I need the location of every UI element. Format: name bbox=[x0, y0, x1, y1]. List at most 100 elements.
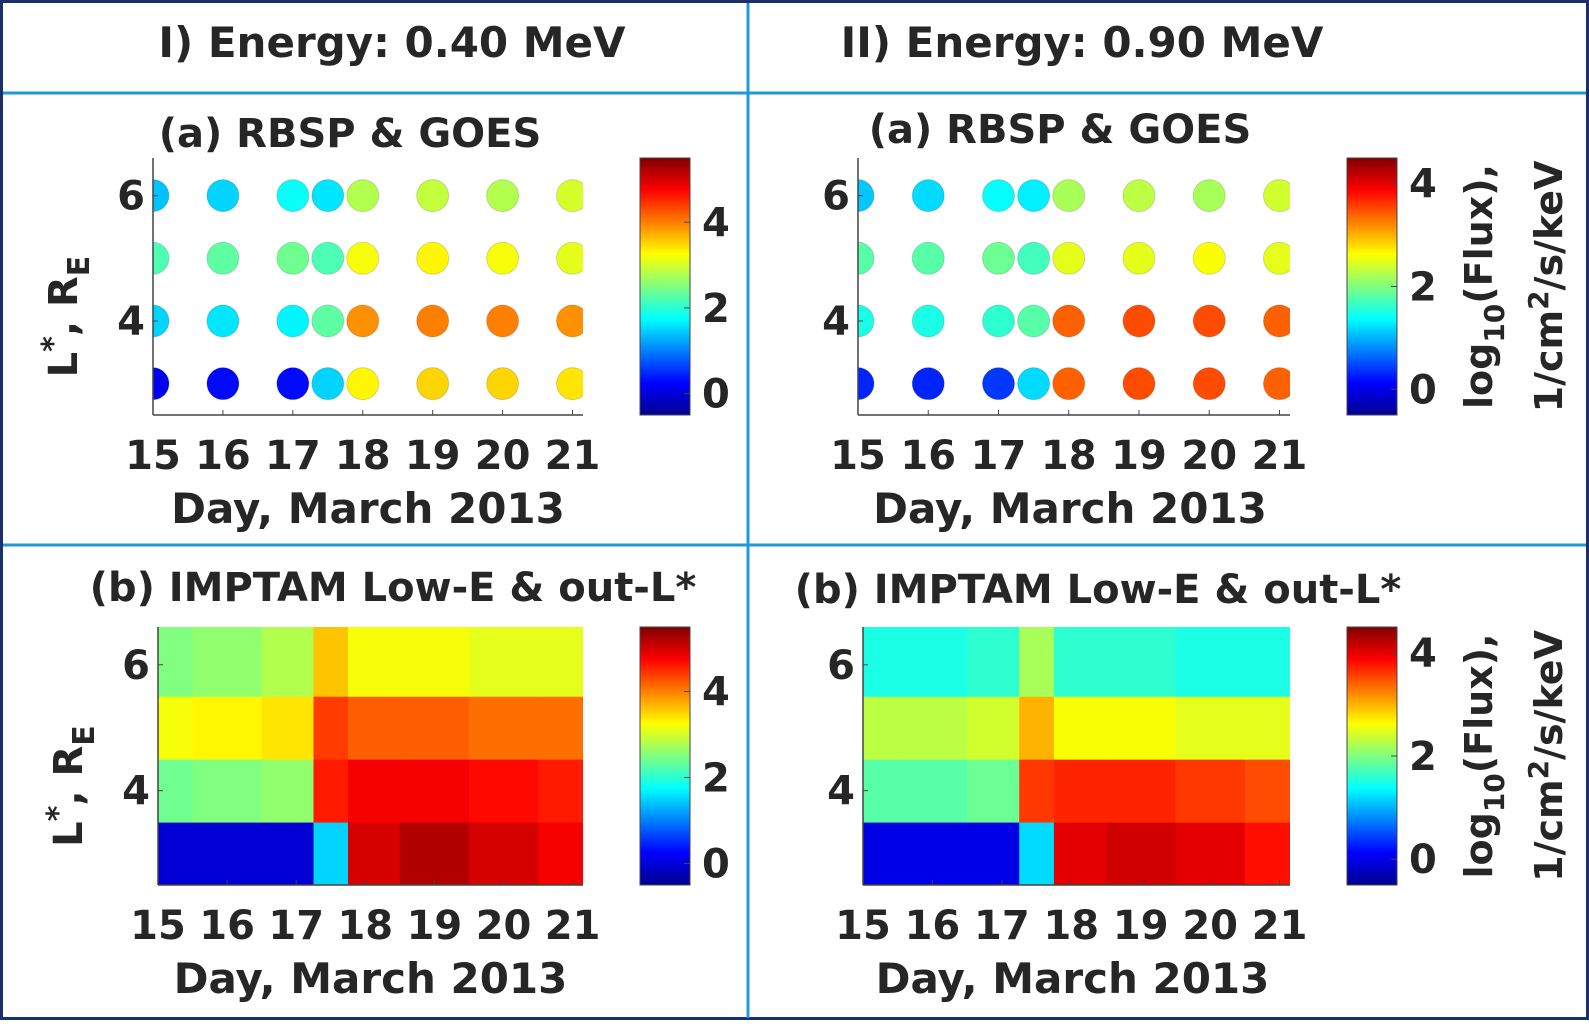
colorbar-label-part: 1/cm bbox=[1527, 310, 1571, 412]
data-point bbox=[556, 179, 583, 213]
data-point bbox=[346, 367, 380, 401]
data-point bbox=[1122, 241, 1156, 275]
x-tick-label: 18 bbox=[337, 903, 393, 949]
heat-cell bbox=[261, 822, 314, 885]
heat-cell bbox=[158, 759, 194, 823]
x-tick-label: 18 bbox=[1043, 903, 1099, 949]
data-point bbox=[276, 304, 310, 338]
data-point bbox=[1052, 241, 1086, 275]
data-point bbox=[1122, 367, 1156, 401]
x-tick-label: 21 bbox=[545, 903, 601, 949]
heat-cell bbox=[967, 627, 1020, 697]
panel-title: (b) IMPTAM Low-E & out-L* bbox=[795, 567, 1402, 613]
heat-cell bbox=[399, 822, 470, 885]
plot-area bbox=[863, 627, 1290, 885]
heat-cell bbox=[1244, 696, 1290, 760]
heat-cell bbox=[967, 759, 1020, 823]
x-tick-label: 19 bbox=[405, 433, 461, 479]
data-point bbox=[556, 367, 583, 401]
heat-cell bbox=[399, 627, 470, 697]
data-point bbox=[1017, 367, 1051, 401]
colorbar bbox=[1346, 157, 1398, 416]
colorbar-label-part: /s/keV bbox=[1527, 160, 1571, 290]
data-point bbox=[206, 179, 240, 213]
heat-cell bbox=[538, 627, 583, 697]
data-point bbox=[1262, 304, 1290, 338]
data-point bbox=[1122, 304, 1156, 338]
y-tick-label: 4 bbox=[822, 299, 850, 345]
x-tick-label: 15 bbox=[830, 433, 886, 479]
data-point bbox=[911, 179, 945, 213]
colorbar-label-part: 2 bbox=[1522, 290, 1555, 309]
data-point bbox=[858, 304, 875, 338]
x-tick-label: 15 bbox=[125, 433, 181, 479]
colorbar-tick-label: 2 bbox=[1409, 734, 1437, 780]
data-point bbox=[346, 179, 380, 213]
colorbar-label-part: /s/keV bbox=[1527, 630, 1571, 760]
colorbar-tick-label: 4 bbox=[1409, 162, 1437, 208]
x-tick-label: 16 bbox=[195, 433, 251, 479]
data-point bbox=[1052, 304, 1086, 338]
heat-cell bbox=[158, 696, 194, 760]
colorbar-tick-label: 4 bbox=[1409, 631, 1437, 677]
heat-cell bbox=[348, 696, 401, 760]
heat-cell bbox=[863, 627, 899, 697]
data-point bbox=[858, 179, 875, 213]
x-axis-label: Day, March 2013 bbox=[174, 954, 568, 1003]
x-tick-label: 15 bbox=[130, 903, 186, 949]
data-point bbox=[1122, 179, 1156, 213]
data-point bbox=[153, 304, 170, 338]
data-point bbox=[276, 179, 310, 213]
x-tick-label: 21 bbox=[545, 433, 601, 479]
data-point bbox=[556, 304, 583, 338]
heat-cell bbox=[1106, 696, 1176, 760]
heat-cell bbox=[192, 696, 263, 760]
x-tick-label: 16 bbox=[199, 903, 255, 949]
data-point bbox=[153, 241, 170, 275]
y-label-part: L bbox=[46, 821, 92, 847]
data-point bbox=[1052, 179, 1086, 213]
heat-cell bbox=[1019, 627, 1055, 697]
data-point bbox=[276, 367, 310, 401]
colorbar bbox=[639, 626, 691, 886]
heat-cell bbox=[897, 822, 968, 885]
y-label-part: , R bbox=[46, 746, 92, 806]
data-point bbox=[1192, 304, 1226, 338]
colorbar-tick-label: 4 bbox=[702, 200, 730, 246]
data-point bbox=[981, 241, 1015, 275]
y-axis-label: L*, RE bbox=[36, 256, 97, 378]
data-point bbox=[206, 367, 240, 401]
colorbar-tick-label: 0 bbox=[702, 842, 730, 888]
heat-cell bbox=[313, 759, 349, 823]
data-point bbox=[858, 367, 875, 401]
data-point bbox=[486, 367, 520, 401]
heat-cell bbox=[313, 822, 349, 885]
colorbar-tick-label: 0 bbox=[1409, 837, 1437, 883]
data-point bbox=[1017, 179, 1051, 213]
x-tick-label: 15 bbox=[835, 903, 891, 949]
heat-cell bbox=[538, 696, 583, 760]
x-tick-label: 20 bbox=[1181, 433, 1237, 479]
data-point bbox=[1192, 367, 1226, 401]
heat-cell bbox=[897, 696, 968, 760]
data-point bbox=[1262, 179, 1290, 213]
x-tick-label: 19 bbox=[1111, 433, 1167, 479]
data-point bbox=[911, 367, 945, 401]
heat-cell bbox=[863, 696, 899, 760]
data-point bbox=[1017, 241, 1051, 275]
heat-cell bbox=[967, 822, 1020, 885]
x-axis-label: Day, March 2013 bbox=[873, 484, 1267, 533]
heat-cell bbox=[1175, 627, 1246, 697]
y-label-part: * bbox=[41, 805, 76, 821]
heat-cell bbox=[261, 696, 314, 760]
heat-cell bbox=[897, 759, 968, 823]
heat-cell bbox=[468, 627, 539, 697]
data-point bbox=[311, 179, 345, 213]
panel-title: (b) IMPTAM Low-E & out-L* bbox=[90, 565, 697, 611]
heat-cell bbox=[1053, 696, 1107, 760]
y-label-part: E bbox=[67, 725, 102, 746]
heat-cell bbox=[1106, 627, 1176, 697]
data-point bbox=[311, 367, 345, 401]
data-point bbox=[486, 241, 520, 275]
